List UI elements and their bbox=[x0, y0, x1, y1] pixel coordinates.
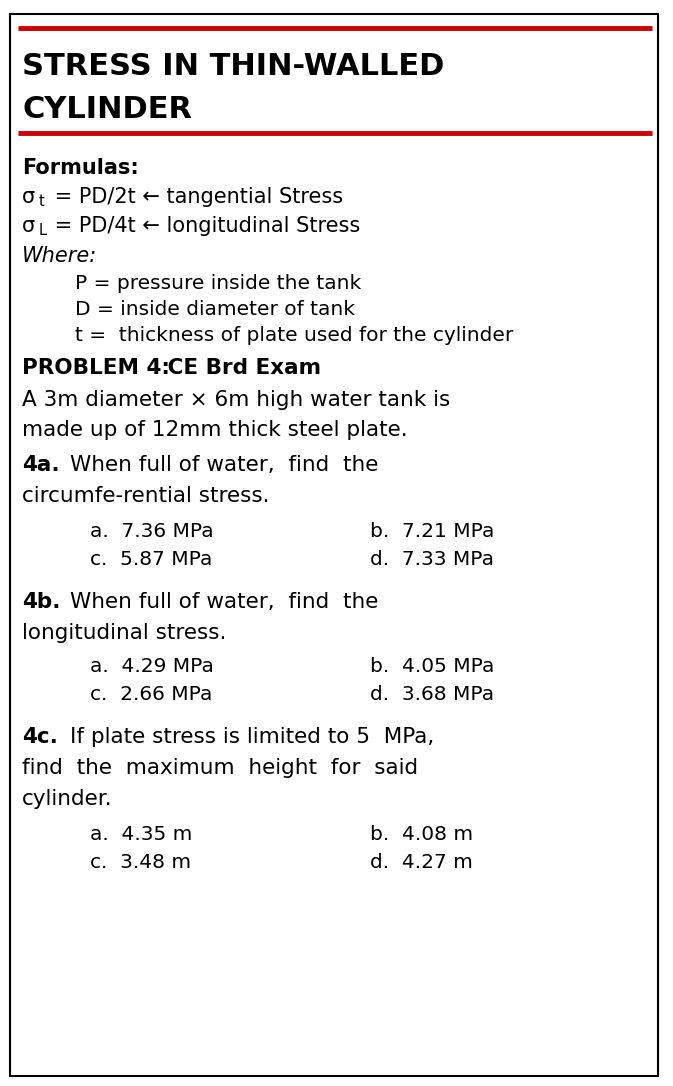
Text: longitudinal stress.: longitudinal stress. bbox=[22, 623, 226, 643]
Text: a.  4.35 m: a. 4.35 m bbox=[90, 825, 192, 844]
Text: PROBLEM 4:: PROBLEM 4: bbox=[22, 358, 170, 378]
Text: t =  thickness of plate used for the cylinder: t = thickness of plate used for the cyli… bbox=[75, 326, 513, 345]
Text: circumfe-rential stress.: circumfe-rential stress. bbox=[22, 487, 269, 506]
Text: 4b.: 4b. bbox=[22, 592, 61, 613]
Text: D = inside diameter of tank: D = inside diameter of tank bbox=[75, 300, 355, 319]
Text: When full of water,  find  the: When full of water, find the bbox=[70, 592, 378, 613]
Text: find  the  maximum  height  for  said: find the maximum height for said bbox=[22, 758, 418, 778]
Text: d.  4.27 m: d. 4.27 m bbox=[370, 853, 473, 872]
Text: d.  3.68 MPa: d. 3.68 MPa bbox=[370, 685, 494, 704]
Text: a.  4.29 MPa: a. 4.29 MPa bbox=[90, 657, 214, 675]
Text: = PD/2t ← tangential Stress: = PD/2t ← tangential Stress bbox=[48, 187, 343, 207]
Text: cylinder.: cylinder. bbox=[22, 790, 112, 809]
Text: CYLINDER: CYLINDER bbox=[22, 94, 192, 124]
FancyBboxPatch shape bbox=[10, 14, 658, 1076]
Text: c.  5.87 MPa: c. 5.87 MPa bbox=[90, 550, 213, 569]
Text: L: L bbox=[39, 223, 47, 238]
Text: σ: σ bbox=[22, 216, 35, 236]
Text: a.  7.36 MPa: a. 7.36 MPa bbox=[90, 522, 213, 541]
Text: b.  7.21 MPa: b. 7.21 MPa bbox=[370, 522, 495, 541]
Text: = PD/4t ← longitudinal Stress: = PD/4t ← longitudinal Stress bbox=[48, 216, 360, 236]
Text: b.  4.05 MPa: b. 4.05 MPa bbox=[370, 657, 495, 675]
Text: 4c.: 4c. bbox=[22, 727, 58, 747]
Text: Where:: Where: bbox=[22, 247, 98, 266]
Text: σ: σ bbox=[22, 187, 35, 207]
Text: b.  4.08 m: b. 4.08 m bbox=[370, 825, 473, 844]
Text: If plate stress is limited to 5  MPa,: If plate stress is limited to 5 MPa, bbox=[70, 727, 434, 747]
Text: t: t bbox=[39, 194, 44, 209]
Text: STRESS IN THIN-WALLED: STRESS IN THIN-WALLED bbox=[22, 52, 444, 81]
Text: CE Brd Exam: CE Brd Exam bbox=[160, 358, 321, 378]
Text: A 3m diameter × 6m high water tank is: A 3m diameter × 6m high water tank is bbox=[22, 390, 450, 411]
Text: made up of 12mm thick steel plate.: made up of 12mm thick steel plate. bbox=[22, 420, 408, 440]
Text: 4a.: 4a. bbox=[22, 455, 60, 475]
Text: c.  3.48 m: c. 3.48 m bbox=[90, 853, 191, 872]
Text: When full of water,  find  the: When full of water, find the bbox=[70, 455, 378, 475]
Text: P = pressure inside the tank: P = pressure inside the tank bbox=[75, 274, 361, 293]
Text: Formulas:: Formulas: bbox=[22, 157, 139, 178]
Text: c.  2.66 MPa: c. 2.66 MPa bbox=[90, 685, 213, 704]
Text: d.  7.33 MPa: d. 7.33 MPa bbox=[370, 550, 494, 569]
